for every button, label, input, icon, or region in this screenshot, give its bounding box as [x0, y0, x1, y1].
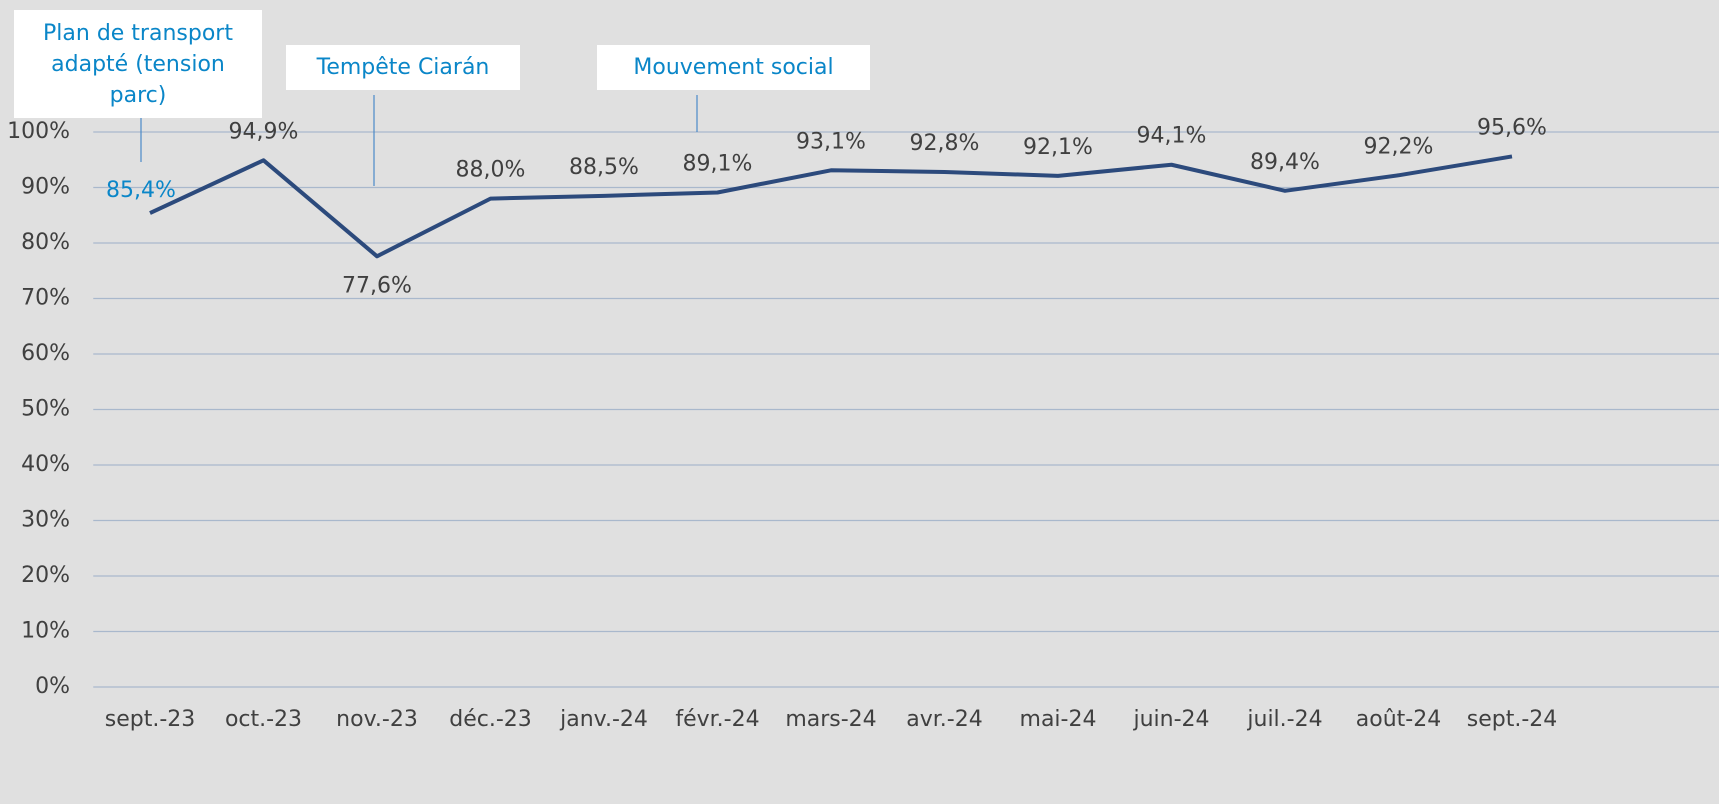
- value-label: 95,6%: [1477, 115, 1547, 140]
- x-tick-label: avr.-24: [906, 707, 982, 732]
- value-label: 92,1%: [1023, 135, 1093, 160]
- y-tick-label: 30%: [21, 508, 70, 533]
- annotation: Tempête Ciarán: [286, 45, 520, 90]
- value-label: 92,8%: [910, 131, 980, 156]
- y-tick-label: 10%: [21, 619, 70, 644]
- y-tick-label: 40%: [21, 452, 70, 477]
- value-label: 89,4%: [1250, 150, 1320, 175]
- x-tick-label: nov.-23: [336, 707, 418, 732]
- y-tick-label: 80%: [21, 230, 70, 255]
- x-tick-label: mai-24: [1020, 707, 1097, 732]
- annotation: Mouvement social: [597, 45, 870, 90]
- x-tick-label: sept.-24: [1467, 707, 1558, 732]
- y-tick-label: 20%: [21, 563, 70, 588]
- x-tick-label: mars-24: [785, 707, 876, 732]
- x-tick-label: févr.-24: [675, 707, 759, 732]
- value-label: 88,0%: [456, 158, 526, 183]
- line: [149, 154, 1513, 259]
- x-tick-label: juin-24: [1132, 707, 1209, 732]
- x-tick-label: juil.-24: [1246, 707, 1322, 732]
- value-label: 77,6%: [342, 273, 412, 298]
- value-label: 93,1%: [796, 129, 866, 154]
- y-tick-label: 50%: [21, 397, 70, 422]
- y-tick-label: 70%: [21, 286, 70, 311]
- y-tick-label: 60%: [21, 341, 70, 366]
- value-label: 88,5%: [569, 155, 639, 180]
- x-tick-label: déc.-23: [449, 707, 532, 732]
- annotation: Plan de transport adapté (tension parc): [14, 10, 262, 118]
- value-label: 94,1%: [1137, 124, 1207, 149]
- x-tick-label: août-24: [1356, 707, 1441, 732]
- value-label: 92,2%: [1364, 134, 1434, 159]
- value-label: 94,9%: [229, 119, 299, 144]
- x-tick-label: janv.-24: [559, 707, 648, 732]
- x-tick-label: sept.-23: [105, 707, 196, 732]
- y-tick-label: 90%: [21, 175, 70, 200]
- value-label: 89,1%: [683, 151, 753, 176]
- y-tick-label: 0%: [35, 674, 70, 699]
- value-label: 85,4%: [106, 178, 176, 203]
- y-tick-label: 100%: [7, 119, 70, 144]
- x-tick-label: oct.-23: [225, 707, 302, 732]
